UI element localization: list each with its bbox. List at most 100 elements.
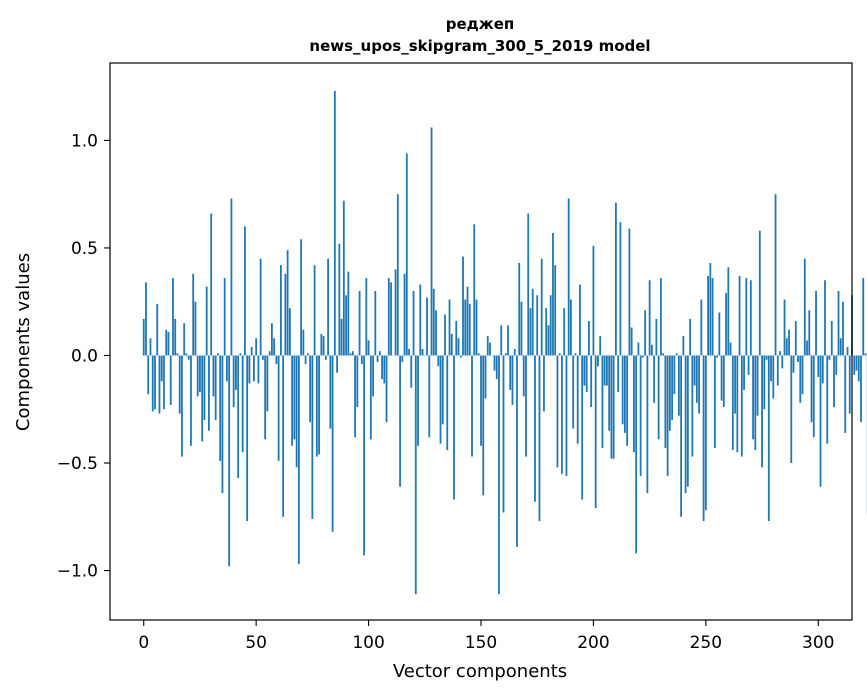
bar — [666, 355, 669, 476]
bar — [585, 355, 588, 393]
bar — [331, 355, 334, 532]
bar — [394, 269, 397, 356]
bar — [792, 355, 795, 373]
bar — [610, 355, 613, 459]
bar — [275, 355, 278, 365]
bar — [414, 355, 417, 595]
bar — [235, 355, 237, 390]
bar — [279, 265, 282, 356]
bar — [673, 355, 676, 395]
bar — [736, 355, 739, 453]
bar — [277, 355, 280, 461]
bar — [797, 355, 799, 362]
bar — [342, 200, 345, 356]
bar — [338, 243, 341, 356]
x-axis-ticks: 0 50 100 150 200 250 300 — [138, 620, 834, 653]
bar — [439, 355, 442, 444]
bar — [356, 355, 359, 408]
bar — [599, 336, 602, 356]
bar — [745, 278, 748, 356]
bar — [763, 355, 766, 410]
bar — [711, 278, 714, 356]
bar — [369, 355, 372, 440]
bar — [529, 308, 532, 356]
bar — [300, 239, 303, 356]
y-tick-label: −0.5 — [57, 454, 98, 474]
bar — [842, 301, 844, 356]
bar — [217, 353, 219, 356]
bar — [776, 355, 779, 386]
bar — [255, 338, 258, 356]
x-tick-label: 300 — [802, 633, 834, 653]
bar — [594, 355, 597, 509]
bar — [480, 355, 482, 446]
bar — [196, 355, 199, 397]
plot-frame — [109, 62, 853, 621]
bar — [646, 355, 649, 494]
bar — [437, 355, 440, 367]
bar — [835, 355, 838, 375]
bar — [158, 355, 161, 414]
bar — [650, 344, 653, 356]
bar — [597, 355, 599, 367]
bar — [810, 355, 813, 423]
bar — [333, 90, 336, 356]
bar — [695, 355, 698, 403]
bar — [320, 333, 323, 356]
bar — [574, 353, 577, 356]
bar — [540, 258, 543, 356]
bar — [455, 321, 458, 356]
bar — [579, 284, 581, 356]
bar — [684, 355, 687, 494]
bar — [489, 342, 491, 356]
bar — [615, 202, 617, 356]
bar — [572, 355, 575, 429]
y-tick-label: 0.5 — [71, 239, 98, 259]
bar — [324, 355, 327, 360]
bar — [259, 258, 262, 356]
bar — [781, 355, 784, 369]
bar — [295, 355, 298, 468]
bar — [581, 355, 584, 500]
bar — [799, 355, 802, 403]
bar — [327, 258, 330, 356]
bar — [657, 355, 660, 440]
bar — [635, 355, 638, 554]
bar — [417, 355, 419, 446]
bar — [174, 318, 177, 356]
bar — [201, 355, 204, 442]
bar — [693, 355, 696, 386]
bar — [345, 295, 347, 356]
bar — [435, 310, 437, 356]
bar — [522, 355, 525, 397]
bar — [556, 355, 559, 468]
bar — [410, 355, 413, 388]
bar — [570, 299, 572, 356]
x-tick-label: 50 — [245, 633, 267, 653]
bar — [381, 355, 383, 380]
bar — [459, 355, 462, 358]
bar — [626, 355, 629, 446]
bar — [203, 355, 206, 420]
bar — [525, 355, 527, 457]
bar — [264, 355, 267, 440]
bar — [536, 295, 539, 356]
bar — [430, 127, 433, 356]
bar — [230, 198, 233, 356]
bar — [853, 355, 856, 375]
bar — [354, 355, 356, 438]
bar — [178, 355, 181, 414]
bar — [520, 301, 523, 356]
x-tick-label: 0 — [138, 633, 149, 653]
bar — [747, 355, 750, 375]
x-tick-label: 100 — [352, 633, 384, 653]
bar — [313, 265, 316, 356]
bar — [700, 299, 703, 356]
bar — [412, 290, 415, 356]
bar — [828, 355, 831, 360]
bar — [756, 355, 759, 416]
bar — [268, 351, 271, 356]
bar — [713, 355, 716, 448]
bar — [199, 355, 201, 393]
